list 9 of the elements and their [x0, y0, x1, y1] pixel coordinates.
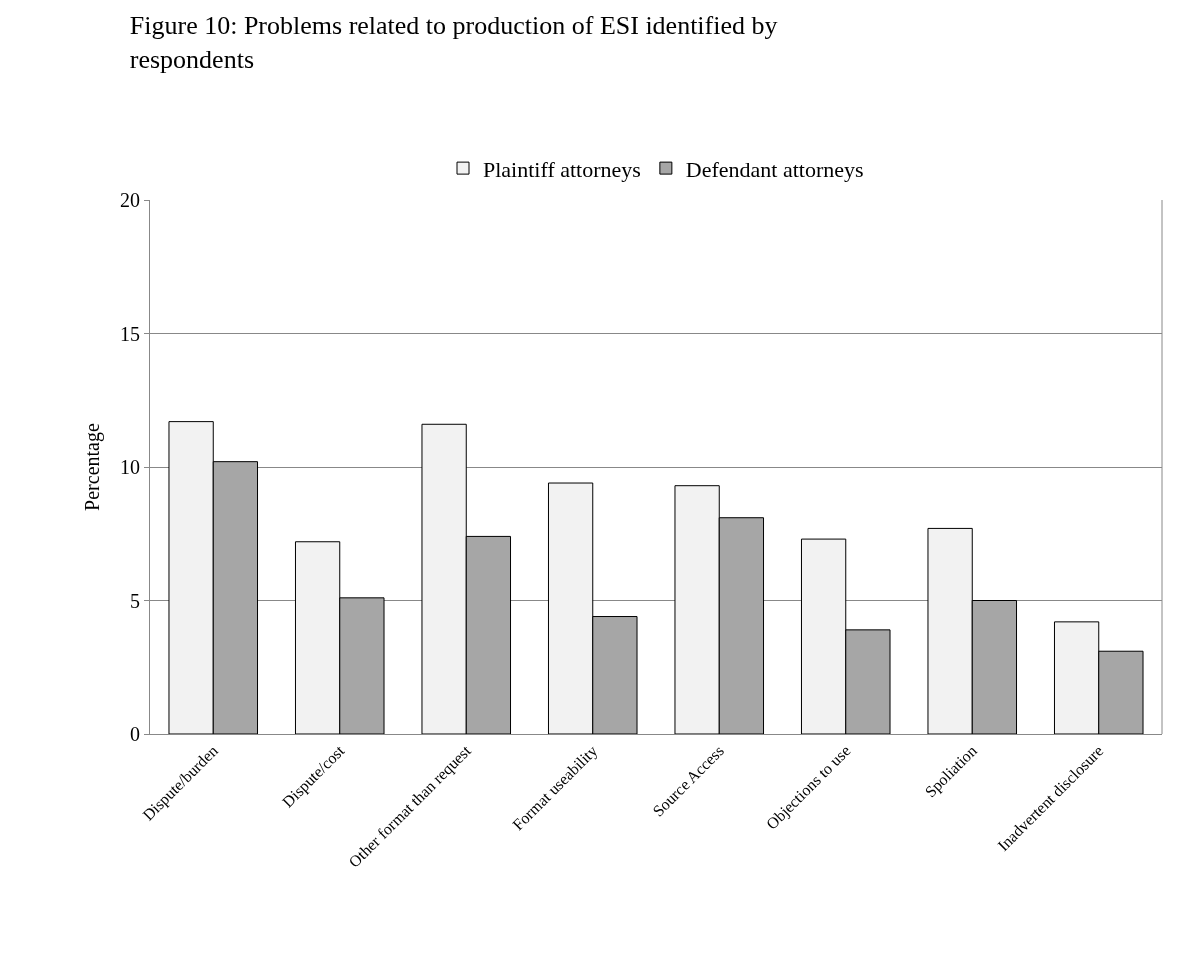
y-tick-label: 15: [120, 322, 140, 345]
y-tick-label: 10: [120, 456, 140, 478]
y-tick-label: 0: [130, 723, 140, 745]
y-tick-label: 20: [120, 189, 140, 211]
chart-title: Figure 10: Problems related to production of ESI identified by respondents: [129, 10, 778, 74]
legend-label: Plaintiff attorneys: [483, 156, 641, 182]
legend-label: Defendant attorneys: [685, 156, 864, 182]
y-tick-label: 5: [130, 589, 140, 612]
y-axis-title: Percentage: [80, 423, 104, 511]
